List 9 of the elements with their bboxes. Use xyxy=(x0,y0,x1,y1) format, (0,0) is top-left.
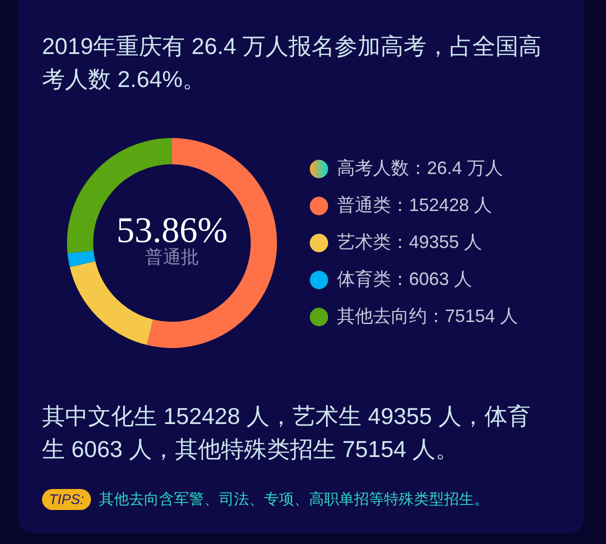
legend-label: 艺术类：49355 人 xyxy=(336,232,482,252)
text: 其中文化生 152428 人，艺术生 49355 人，体育生 6063 人，其他特殊类招生 75154 人。 xyxy=(42,402,532,464)
legend-label: 其他去向约：75154 人 xyxy=(336,306,518,326)
legend-label: 普通类：152428 人 xyxy=(336,194,492,215)
chart-title: 2019年重庆有 26.4 万人报名参加高考，占全国高考人数 2.64%。 xyxy=(42,32,543,94)
text: 其他去向含军警、司法、专项、高职单招等特殊类型招生。 xyxy=(99,490,490,510)
legend-title: 高考人数：26.4 万人 xyxy=(336,158,503,178)
legend-label: 体育类：6063 人 xyxy=(336,268,472,289)
text: 普通批 xyxy=(144,246,199,267)
